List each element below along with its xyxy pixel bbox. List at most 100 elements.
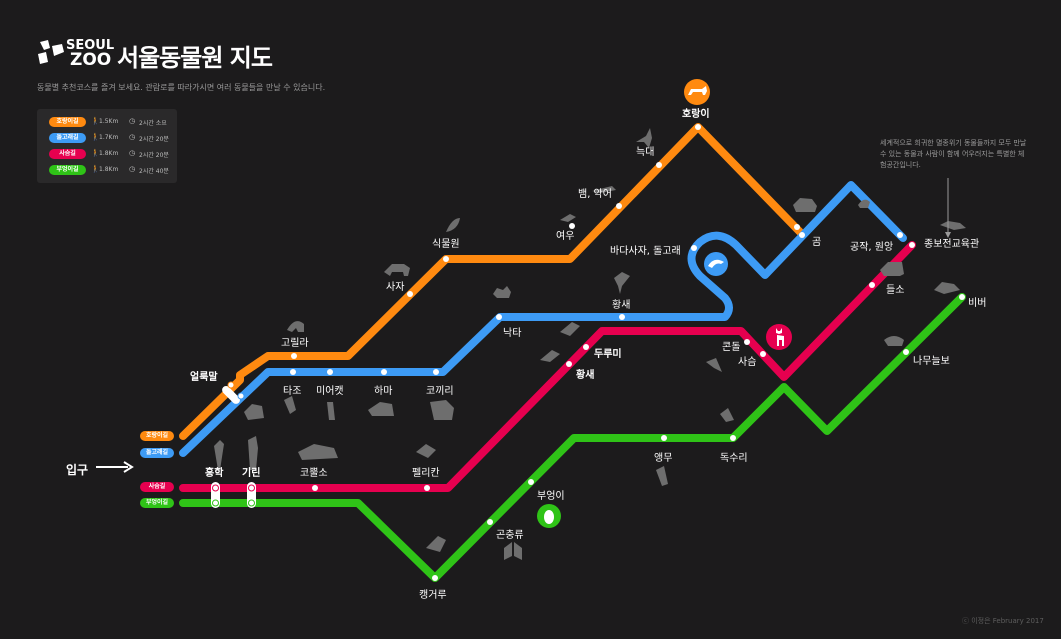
station-dot (424, 485, 430, 491)
logo-mark-icon (38, 40, 64, 64)
tiger-route-line[interactable] (179, 123, 804, 440)
stork-icon (614, 272, 630, 294)
station-plants: 식물원 (432, 238, 460, 250)
flamingo-icon (214, 440, 224, 470)
station-bear: 곰 (812, 236, 821, 248)
legend-time: 2시간 소요 (139, 120, 167, 127)
legend-route-name: 사슴길 (49, 149, 86, 159)
station-dot (312, 485, 318, 491)
walk-icon: 🚶 (91, 149, 100, 157)
station-deer: 사슴 (738, 356, 756, 368)
station-dot (869, 282, 875, 288)
station-insect: 곤충류 (496, 529, 524, 541)
walk-icon: 🚶 (91, 165, 100, 173)
walk-icon: 🚶 (91, 117, 100, 125)
dolphin-route-pill[interactable]: 돌고래길 (140, 448, 174, 458)
interchange-giraffe (247, 482, 256, 508)
station-eagle: 독수리 (720, 452, 748, 464)
deer-route-pill[interactable]: 사슴길 (140, 482, 174, 492)
station-dot (528, 479, 534, 485)
station-dot (903, 349, 909, 355)
beaver-icon (934, 282, 960, 294)
legend-time: 2시간 20분 (139, 152, 169, 159)
station-tiger: 호랑이 (682, 107, 710, 120)
station-gorilla: 고릴라 (281, 336, 309, 349)
giraffe-icon (248, 436, 258, 470)
station-wolf: 늑대 (636, 146, 654, 158)
otter-icon (940, 221, 966, 230)
station-dot (616, 203, 622, 209)
credit-text: ⓒ 이정은 February 2017 (962, 617, 1044, 625)
station-condor: 콘돌 (722, 341, 740, 353)
station-dot (959, 294, 965, 300)
station-dot (291, 353, 297, 359)
station-dot (619, 314, 625, 320)
station-meerkat: 미어캣 (316, 385, 344, 397)
clock-icon: ◷ (129, 133, 136, 141)
fox-icon (560, 214, 576, 222)
station-dot (407, 291, 413, 297)
legend-distance: 1.7Km (99, 134, 119, 141)
station-dot (496, 314, 502, 320)
station-otter: 들소 (886, 284, 904, 296)
station-flamingo: 홍학 (205, 466, 224, 479)
station-dot (583, 344, 589, 350)
station-giraffe: 기린 (242, 466, 260, 479)
kangaroo-icon (426, 536, 446, 552)
station-hippo: 하마 (374, 384, 392, 397)
meerkat-icon (327, 402, 335, 420)
condor-icon (706, 358, 722, 372)
station-dot (909, 242, 915, 248)
parrot-icon (656, 466, 668, 486)
station-dot (656, 162, 662, 168)
route-legend: 호랑이길 🚶 1.5Km ◷ 2시간 소요 돌고래길 🚶 1.7Km ◷ 2시간… (37, 109, 177, 183)
station-dot (695, 124, 701, 130)
station-dot (799, 232, 805, 238)
seoul-zoo-logo: SEOUL ZOO (36, 36, 296, 76)
entrance-label: 입구 (66, 463, 89, 477)
station-parrot: 앵무 (654, 452, 672, 464)
logo-seoul: SEOUL (66, 38, 115, 53)
station-dot (432, 575, 438, 581)
clock-icon: ◷ (129, 165, 136, 173)
legend-route-name: 돌고래길 (49, 133, 86, 143)
station-beaver: 비버 (968, 297, 986, 309)
bear-icon (793, 198, 817, 212)
station-dot (487, 519, 493, 525)
dolphin-route-line[interactable] (179, 181, 907, 457)
station-rhino: 코뿔소 (300, 467, 328, 479)
station-eco: 종보전교육관 (924, 238, 979, 250)
wolf-icon (636, 128, 652, 148)
dolphin-icon (708, 259, 724, 268)
crane-icon (560, 322, 580, 336)
station-dot (290, 369, 296, 375)
owl-route-pill[interactable]: 부엉이길 (140, 498, 174, 508)
station-dot (433, 369, 439, 375)
duck-icon (858, 199, 870, 208)
station-stork2: 황새 (576, 368, 594, 381)
owl-route-line[interactable] (179, 293, 966, 582)
station-dot (744, 339, 750, 345)
legend-route-name: 호랑이길 (49, 117, 86, 127)
rhino-icon (298, 444, 338, 460)
tiger-route-pill[interactable]: 호랑이길 (140, 431, 174, 441)
bison-icon (880, 262, 904, 276)
station-lion: 사자 (386, 281, 404, 293)
pelican-icon (416, 444, 436, 458)
sloth-icon (884, 336, 904, 346)
station-owl: 부엉이 (537, 490, 565, 502)
station-dots (290, 124, 965, 581)
ostrich-icon (284, 396, 296, 414)
station-dot (730, 435, 736, 441)
station-ostrich: 타조 (283, 385, 301, 397)
station-snake: 뱀, 악어 (578, 188, 612, 200)
station-labels: 호랑이 늑대 뱀, 악어 여우 식물원 사자 고릴라 얼룩말 곰 바다사자, 돌… (190, 107, 986, 601)
deer-route-line[interactable] (179, 241, 916, 492)
station-zebra: 얼룩말 (190, 370, 218, 383)
station-crane: 두루미 (594, 347, 622, 360)
eco-center-note: 세계적으로 희귀한 멸종위기 동물들까지 모두 만날 수 있는 동물과 사람이 … (880, 139, 1027, 169)
page-title: 서울동물원 지도 (117, 44, 273, 72)
station-dot (661, 435, 667, 441)
owl-icon (544, 510, 554, 524)
